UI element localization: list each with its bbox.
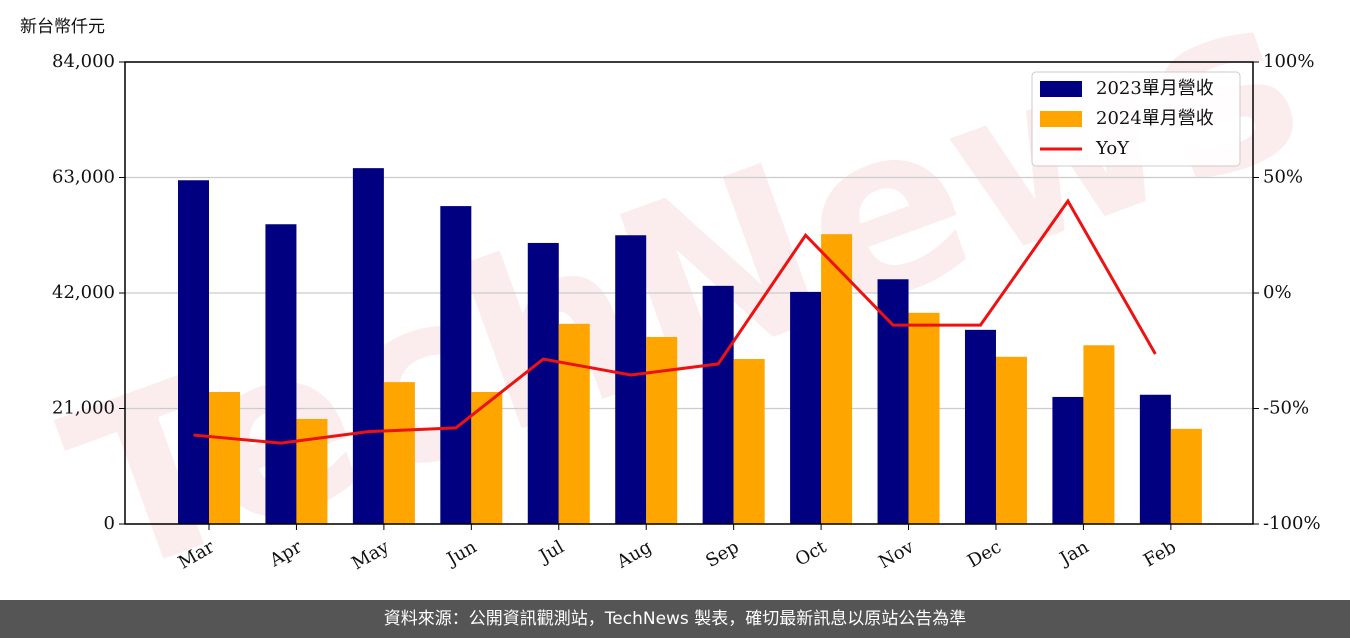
y2-tick-label: 50%	[1263, 167, 1303, 188]
bar	[440, 206, 472, 524]
x-tick-label: Aug	[613, 536, 656, 573]
y2-tick-label: -50%	[1263, 398, 1309, 419]
y2-tick-label: -100%	[1263, 513, 1321, 534]
x-tick-label: Oct	[792, 536, 831, 571]
bar	[558, 323, 590, 524]
y2-tick-label: 100%	[1263, 51, 1314, 72]
y-tick-label: 0	[104, 513, 115, 534]
x-tick-label: Nov	[875, 536, 918, 573]
y2-tick-label: 0%	[1263, 282, 1292, 303]
x-tick-label: Dec	[964, 536, 1005, 572]
chart: 新台幣仟元 TechNews021,00042,00063,00084,000-…	[20, 0, 1332, 600]
bar	[1083, 345, 1115, 524]
legend-label: 2024單月營收	[1096, 108, 1214, 129]
bar	[178, 180, 209, 524]
legend-swatch	[1040, 111, 1082, 127]
x-tick-label: Jan	[1055, 536, 1093, 570]
plot-frame	[124, 61, 1254, 525]
bar	[383, 382, 415, 524]
x-tick-label: Sep	[702, 536, 742, 571]
bar	[296, 418, 328, 524]
legend-label: YoY	[1095, 138, 1130, 159]
bar	[646, 337, 678, 524]
bar	[908, 312, 940, 524]
source-note: 資料來源：公開資訊觀測站，TechNews 製表，確切最新訊息以原站公告為準	[0, 600, 1350, 638]
y-tick-label: 21,000	[52, 398, 115, 419]
bar	[995, 356, 1027, 524]
bar	[1052, 396, 1084, 524]
y-tick-label: 63,000	[52, 167, 115, 188]
bar	[1139, 394, 1171, 524]
yoy-line	[193, 198, 1157, 445]
x-tick-label: Jul	[534, 536, 568, 568]
bar	[527, 242, 559, 524]
bar	[964, 329, 996, 524]
legend-box	[1031, 71, 1241, 167]
x-tick-label: Feb	[1140, 536, 1180, 571]
legend-swatch	[1040, 81, 1082, 97]
x-tick-label: Jun	[442, 536, 481, 571]
bar	[733, 359, 765, 524]
bar	[352, 168, 384, 524]
bar	[1170, 428, 1202, 524]
y-tick-label: 84,000	[52, 51, 115, 72]
bar	[615, 235, 647, 524]
bar	[790, 291, 822, 524]
bar	[877, 279, 909, 524]
bar	[821, 234, 853, 524]
bar	[471, 392, 503, 524]
legend-label: 2023單月營收	[1096, 78, 1214, 99]
bar	[209, 392, 240, 524]
bar	[702, 285, 734, 524]
y-axis-title: 新台幣仟元	[20, 17, 105, 37]
bar	[265, 224, 297, 524]
y-tick-label: 42,000	[52, 282, 115, 303]
